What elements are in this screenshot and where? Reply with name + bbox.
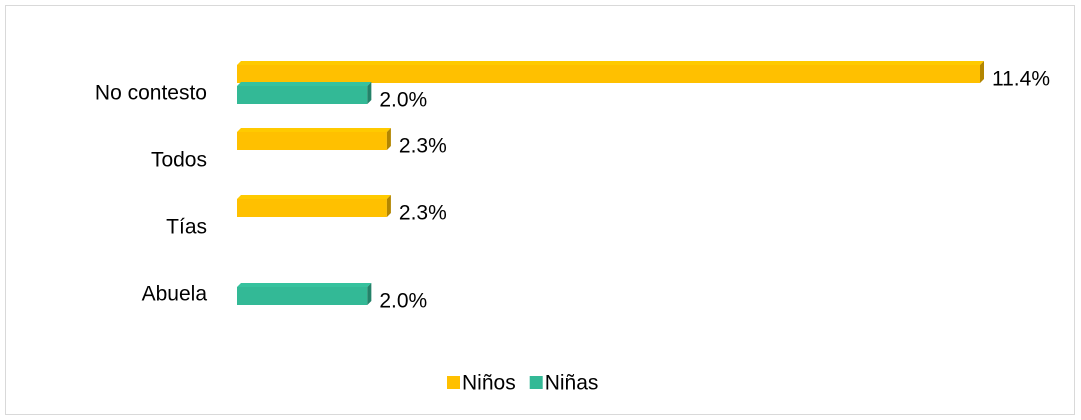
bar-face: [237, 132, 387, 150]
legend-label: Niñas: [545, 372, 599, 395]
data-label: 2.3%: [399, 135, 447, 158]
data-label: 2.0%: [379, 290, 427, 313]
bar-side: [367, 283, 372, 305]
bar-face: [237, 86, 368, 104]
legend-label: Niños: [462, 372, 516, 395]
bar-top: [237, 128, 391, 132]
legend-swatch: [447, 376, 460, 389]
bar-side: [386, 128, 391, 150]
legend-swatch: [529, 376, 543, 389]
data-label: 11.4%: [992, 68, 1050, 91]
y-tick-label: Abuela: [142, 283, 208, 306]
bar: [237, 128, 391, 150]
y-tick-label: Todos: [151, 149, 207, 172]
data-label: 2.0%: [379, 89, 427, 112]
y-tick-label: Tías: [166, 216, 207, 239]
bar-top: [237, 61, 984, 65]
bar: [237, 82, 372, 104]
bar-face: [237, 287, 368, 305]
bar-side: [980, 61, 984, 83]
bar-top: [237, 82, 372, 86]
bar-face: [237, 65, 980, 83]
bar-top: [237, 195, 391, 199]
bar: [237, 61, 984, 83]
bar-side: [367, 82, 372, 104]
y-tick-label: No contesto: [95, 82, 207, 105]
bar: [237, 283, 372, 305]
data-label: 2.3%: [399, 202, 447, 225]
bar-side: [386, 195, 391, 217]
bar: [237, 195, 391, 217]
bar-face: [237, 199, 387, 217]
bar-top: [237, 283, 372, 287]
